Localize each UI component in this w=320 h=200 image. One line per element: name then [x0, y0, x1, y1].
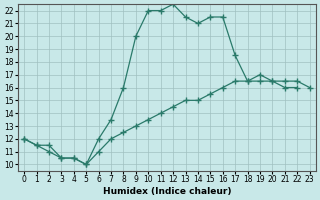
X-axis label: Humidex (Indice chaleur): Humidex (Indice chaleur): [103, 187, 231, 196]
